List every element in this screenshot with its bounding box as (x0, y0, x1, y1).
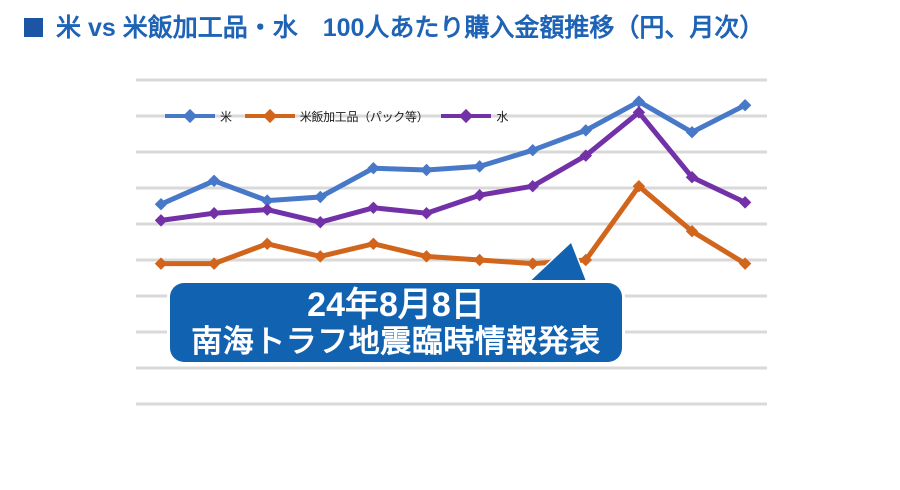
data-point-diamond-icon (154, 214, 168, 227)
legend-line-diamond-icon (165, 107, 215, 125)
data-point-diamond-icon (367, 161, 380, 175)
legend-item-2: 水 (441, 107, 508, 125)
data-point-diamond-icon (154, 197, 168, 211)
data-point-diamond-icon (420, 250, 433, 263)
legend-label: 米飯加工品（パック等） (299, 109, 429, 124)
series-line-0 (158, 99, 748, 207)
data-point-diamond-icon (154, 257, 168, 270)
legend-item-0: 米 (165, 107, 232, 125)
data-point-diamond-icon (420, 163, 433, 177)
series-line-1 (158, 183, 748, 267)
annotation-callout: 24年8月8日 南海トラフ地震臨時情報発表 (170, 283, 622, 362)
series-line-2 (158, 109, 748, 225)
data-point-diamond-icon (367, 201, 380, 215)
data-point-diamond-icon (473, 188, 486, 202)
data-point-diamond-icon (260, 203, 274, 216)
data-point-diamond-icon (473, 160, 486, 173)
legend-line-diamond-icon (441, 107, 492, 125)
data-point-diamond-icon (420, 206, 433, 220)
annotation-text: 南海トラフ地震臨時情報発表 (191, 323, 601, 359)
data-point-diamond-icon (473, 253, 486, 267)
data-point-diamond-icon (207, 257, 221, 270)
data-point-diamond-icon (367, 237, 380, 251)
chart-title-row: 米 vs 米飯加工品・水 100人あたり購入金額推移（円、月次） (24, 13, 884, 43)
data-point-diamond-icon (526, 143, 539, 157)
data-point-diamond-icon (314, 190, 327, 204)
chart-legend: 米 米飯加工品（パック等） 水 (165, 107, 508, 125)
data-point-diamond-icon (260, 237, 274, 251)
chart-title: 米 vs 米飯加工品・水 100人あたり購入金額推移（円、月次） (56, 14, 765, 42)
square-bullet-icon (24, 18, 43, 37)
legend-item-1: 米飯加工品（パック等） (244, 107, 429, 125)
annotation-date: 24年8月8日 (307, 285, 485, 324)
legend-label: 米 (220, 109, 232, 124)
data-point-diamond-icon (207, 174, 221, 188)
data-point-diamond-icon (207, 206, 221, 220)
legend-line-diamond-icon (244, 107, 295, 125)
legend-label: 水 (496, 109, 509, 124)
data-point-diamond-icon (314, 250, 327, 263)
data-point-diamond-icon (314, 215, 327, 229)
